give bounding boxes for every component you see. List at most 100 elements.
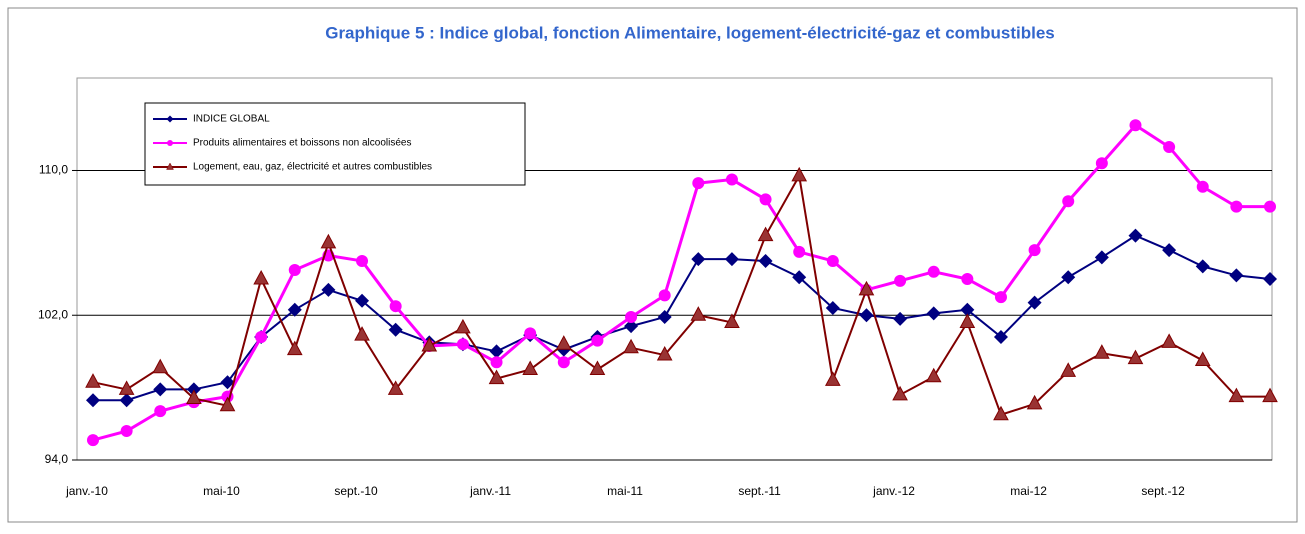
- x-tick-label: sept.-12: [1141, 484, 1185, 498]
- legend: INDICE GLOBAL Produits alimentaires et bo…: [144, 102, 526, 186]
- marker: [85, 373, 101, 388]
- marker: [389, 300, 402, 313]
- marker: [388, 322, 403, 337]
- marker: [994, 291, 1007, 304]
- marker: [1228, 387, 1245, 403]
- marker: [657, 310, 672, 325]
- marker: [893, 311, 908, 326]
- marker: [421, 336, 438, 352]
- marker: [522, 360, 539, 376]
- marker: [1027, 295, 1042, 310]
- marker: [993, 329, 1008, 344]
- marker: [959, 313, 976, 328]
- marker: [792, 270, 807, 285]
- marker: [925, 367, 942, 383]
- marker: [1195, 259, 1210, 274]
- marker: [960, 302, 975, 317]
- marker: [824, 371, 841, 386]
- marker: [1060, 362, 1077, 377]
- marker: [1128, 228, 1143, 243]
- marker: [321, 282, 336, 297]
- series-line: [93, 234, 1271, 402]
- marker: [825, 301, 840, 315]
- marker: [286, 340, 303, 356]
- marker: [220, 375, 235, 390]
- x-tick-label: janv.-10: [65, 484, 108, 498]
- marker: [1264, 200, 1276, 213]
- marker: [658, 289, 671, 302]
- x-tick-label: sept.-10: [334, 484, 378, 498]
- marker: [1194, 351, 1211, 366]
- marker: [186, 389, 202, 404]
- marker: [87, 434, 99, 447]
- marker: [456, 338, 469, 351]
- marker: [1026, 394, 1043, 410]
- marker: [1094, 250, 1109, 265]
- marker: [625, 311, 638, 324]
- series-line: [92, 123, 1270, 442]
- marker: [1229, 268, 1244, 283]
- marker: [1062, 195, 1075, 208]
- marker: [1028, 244, 1041, 257]
- marker: [725, 173, 738, 186]
- marker: [557, 356, 570, 369]
- marker: [791, 166, 808, 182]
- marker: [858, 280, 875, 296]
- marker: [793, 245, 806, 258]
- marker: [1163, 140, 1176, 153]
- x-tick-label: mai-12: [1010, 484, 1047, 498]
- legend-label: Produits alimentaires et boissons non al…: [193, 138, 411, 149]
- x-tick-label: janv.-12: [872, 484, 915, 498]
- marker: [961, 273, 974, 286]
- marker: [118, 380, 135, 395]
- marker: [692, 177, 705, 190]
- marker: [691, 252, 706, 267]
- marker: [1127, 349, 1144, 365]
- marker: [166, 162, 174, 170]
- marker: [355, 293, 370, 308]
- marker: [1162, 243, 1177, 258]
- marker: [926, 306, 941, 321]
- marker: [826, 254, 839, 267]
- marker: [555, 335, 572, 350]
- marker: [589, 360, 606, 376]
- marker: [524, 327, 537, 340]
- marker: [993, 405, 1009, 421]
- marker: [690, 306, 707, 321]
- marker: [1161, 333, 1177, 348]
- marker: [120, 425, 133, 438]
- legend-box: [144, 102, 526, 186]
- marker: [153, 382, 168, 397]
- marker: [1095, 157, 1108, 170]
- marker: [320, 233, 337, 249]
- marker: [1263, 272, 1277, 287]
- marker: [591, 334, 604, 347]
- marker: [1196, 180, 1209, 193]
- marker: [758, 253, 773, 268]
- marker: [624, 319, 639, 334]
- marker: [167, 140, 173, 146]
- legend-label: INDICE GLOBAL: [193, 114, 270, 125]
- legend-label: Logement, eau, gaz, électricité et autre…: [193, 162, 432, 173]
- marker: [119, 393, 134, 408]
- x-tick-label: mai-10: [203, 484, 240, 498]
- marker: [354, 326, 370, 341]
- marker: [859, 308, 874, 323]
- marker: [1262, 387, 1278, 403]
- series-line: [92, 172, 1270, 417]
- chart-title: Graphique 5 : Indice global, fonction Al…: [325, 23, 1055, 42]
- y-tick-label: 94,0: [45, 452, 69, 466]
- y-tick-label: 102,0: [38, 307, 68, 321]
- marker: [724, 252, 739, 267]
- marker: [86, 393, 100, 408]
- marker: [152, 358, 169, 374]
- marker: [623, 338, 639, 354]
- marker: [489, 344, 504, 359]
- marker: [387, 380, 404, 395]
- marker: [724, 313, 740, 328]
- marker: [490, 356, 503, 369]
- marker: [287, 302, 302, 317]
- x-tick-label: janv.-11: [469, 484, 511, 498]
